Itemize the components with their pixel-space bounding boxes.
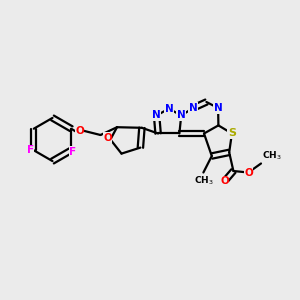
Text: S: S <box>228 128 236 139</box>
Text: O: O <box>103 133 112 143</box>
Text: N: N <box>152 110 161 121</box>
Text: F: F <box>69 147 76 157</box>
Text: N: N <box>164 103 173 114</box>
Text: N: N <box>189 103 198 113</box>
Text: N: N <box>214 103 223 113</box>
Text: F: F <box>27 145 34 155</box>
Text: O: O <box>244 167 253 178</box>
Text: CH$_3$: CH$_3$ <box>194 175 213 188</box>
Text: CH$_3$: CH$_3$ <box>262 149 282 162</box>
Text: O: O <box>75 125 84 136</box>
Text: O: O <box>220 176 229 187</box>
Text: N: N <box>177 110 186 121</box>
